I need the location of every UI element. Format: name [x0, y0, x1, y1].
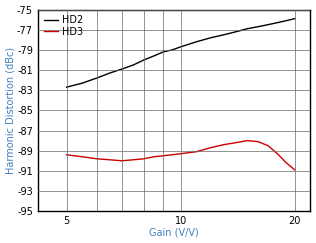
- HD2: [256, 25, 260, 28]
- Line: HD2: HD2: [66, 19, 295, 87]
- HD2: [266, 23, 270, 26]
- HD2: [284, 19, 288, 22]
- HD3: [152, 155, 156, 158]
- HD2: [80, 82, 84, 85]
- HD2: [94, 77, 98, 79]
- HD2: [120, 68, 124, 70]
- HD3: [64, 153, 68, 156]
- HD3: [131, 158, 135, 161]
- HD2: [209, 36, 213, 39]
- HD2: [234, 30, 238, 33]
- HD3: [293, 168, 297, 171]
- Legend: HD2, HD3: HD2, HD3: [41, 12, 86, 40]
- HD3: [179, 152, 183, 155]
- HD2: [64, 86, 68, 89]
- HD3: [94, 157, 98, 160]
- HD2: [131, 64, 135, 67]
- HD3: [284, 161, 288, 164]
- HD2: [170, 48, 174, 51]
- HD3: [222, 143, 226, 146]
- HD3: [108, 158, 112, 161]
- Y-axis label: Harmonic Distortion (dBc): Harmonic Distortion (dBc): [6, 47, 15, 174]
- HD2: [276, 21, 279, 24]
- HD3: [80, 155, 84, 158]
- HD3: [170, 153, 174, 156]
- HD3: [161, 154, 165, 157]
- HD3: [209, 146, 213, 149]
- HD3: [246, 139, 249, 142]
- HD3: [276, 152, 279, 155]
- HD3: [194, 150, 198, 153]
- HD2: [161, 51, 165, 53]
- HD3: [142, 157, 146, 160]
- HD2: [293, 17, 297, 20]
- HD3: [266, 144, 270, 147]
- HD2: [108, 72, 112, 75]
- X-axis label: Gain (V/V): Gain (V/V): [149, 227, 199, 237]
- HD3: [234, 141, 238, 144]
- HD3: [256, 140, 260, 143]
- HD2: [222, 33, 226, 36]
- HD2: [179, 45, 183, 48]
- HD3: [120, 159, 124, 162]
- HD2: [194, 40, 198, 43]
- HD2: [246, 27, 249, 30]
- HD2: [152, 54, 156, 57]
- HD2: [142, 59, 146, 61]
- Line: HD3: HD3: [66, 141, 295, 170]
